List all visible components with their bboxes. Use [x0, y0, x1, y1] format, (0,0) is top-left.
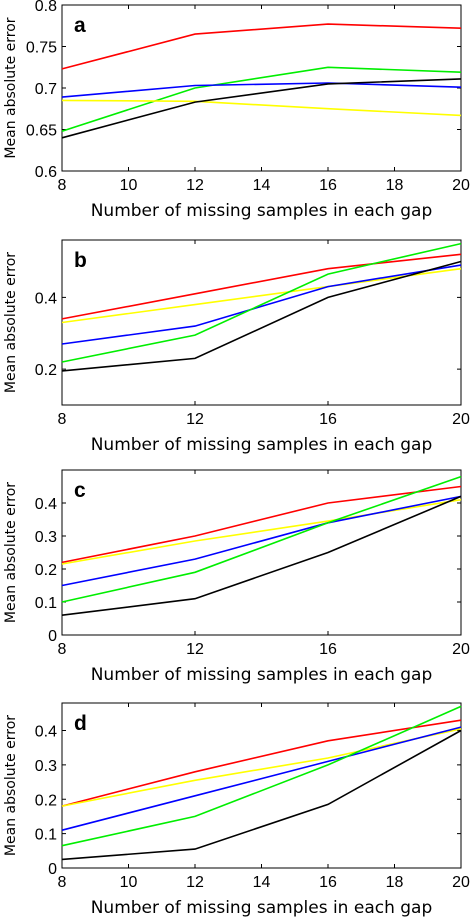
- series-line-2: [61, 66, 462, 132]
- y-tick-label: 0.2: [35, 562, 57, 579]
- chart-panel-a: 8 10 12 14 16 18 20 0.6 0.65 0.7 0.75 0.8 a Number of…: [3, 0, 470, 221]
- series-line-4: [61, 705, 462, 847]
- x-tick-label: 16: [319, 177, 337, 194]
- x-tick-label: 12: [186, 641, 204, 658]
- y-axis-title: Mean absolute error: [3, 715, 19, 856]
- y-tick-label: 0: [48, 628, 57, 645]
- y-tick-label: 0.4: [35, 496, 57, 513]
- x-tick-label: 20: [452, 411, 470, 428]
- x-tick-label: 8: [58, 641, 67, 658]
- series-line-4: [61, 475, 462, 603]
- y-tick-label: 0.4: [35, 724, 57, 741]
- x-axis-title: Number of missing samples in each gap: [91, 201, 433, 221]
- series-line-3: [61, 82, 462, 98]
- y-tick-label: 0.1: [35, 827, 57, 844]
- x-tick-label: 8: [58, 177, 67, 194]
- x-axis-title: Number of missing samples in each gap: [91, 898, 433, 918]
- y-tick-label: 0: [48, 861, 57, 878]
- series-line-3: [61, 495, 462, 587]
- y-tick-label: 0.8: [35, 0, 57, 15]
- series-line-4: [61, 99, 462, 117]
- x-tick-label: 10: [120, 177, 138, 194]
- x-tick-label: 12: [186, 411, 204, 428]
- series-line-2: [61, 267, 462, 324]
- y-tick-label: 0.7: [35, 81, 57, 98]
- y-axis-title: Mean absolute error: [3, 252, 19, 393]
- x-tick-label: 20: [452, 874, 470, 891]
- series-line-1: [61, 253, 462, 320]
- chart-panel-c: 8 12 16 20 0 0.1 0.2 0.3 0.4 c Number of missing s…: [3, 469, 470, 685]
- series-line-1: [61, 719, 462, 807]
- y-tick-label: 0.75: [26, 40, 57, 57]
- panel-letter: c: [74, 479, 86, 502]
- series-line-3: [61, 264, 462, 345]
- series-line-5: [61, 260, 462, 372]
- series-line-3: [61, 726, 462, 831]
- panel-letter: a: [74, 14, 86, 37]
- x-axis-title: Number of missing samples in each gap: [91, 435, 433, 455]
- y-axis-title: Mean absolute error: [3, 482, 19, 623]
- x-tick-label: 8: [58, 411, 67, 428]
- x-tick-label: 12: [186, 177, 204, 194]
- series-line-1: [61, 485, 462, 564]
- y-tick-label: 0.1: [35, 595, 57, 612]
- y-tick-label: 0.65: [26, 123, 57, 140]
- plot-frame: [61, 469, 462, 636]
- x-tick-label: 16: [319, 641, 337, 658]
- y-tick-label: 0.2: [35, 362, 57, 379]
- x-tick-label: 20: [452, 177, 470, 194]
- x-tick-label: 14: [253, 177, 271, 194]
- x-tick-label: 12: [186, 874, 204, 891]
- x-tick-label: 10: [120, 874, 138, 891]
- x-tick-label: 14: [253, 874, 271, 891]
- series-line-1: [61, 23, 462, 70]
- series-line-5: [61, 78, 462, 139]
- plot-frame: [61, 4, 462, 172]
- y-tick-label: 0.6: [35, 164, 57, 181]
- x-tick-label: 18: [386, 177, 404, 194]
- x-tick-label: 8: [58, 874, 67, 891]
- x-tick-label: 16: [319, 874, 337, 891]
- chart-panel-d: 8 10 12 14 16 18 20 0 0.1 0.2 0.3 0.4 d Number of mis…: [3, 702, 470, 918]
- plot-frame: [61, 239, 462, 406]
- series-line-5: [61, 495, 462, 616]
- y-axis-title: Mean absolute error: [3, 17, 19, 158]
- x-tick-label: 20: [452, 641, 470, 658]
- chart-panel-b: 8 12 16 20 0.2 0.4 b Number of missing samples …: [3, 239, 470, 455]
- y-tick-label: 0.3: [35, 758, 57, 775]
- series-line-2: [61, 728, 462, 807]
- x-tick-label: 18: [386, 874, 404, 891]
- y-tick-label: 0.3: [35, 529, 57, 546]
- y-tick-label: 0.2: [35, 792, 57, 809]
- panel-letter: b: [74, 249, 87, 272]
- panel-letter: d: [74, 712, 87, 735]
- x-tick-label: 16: [319, 411, 337, 428]
- plot-frame: [61, 702, 462, 869]
- y-tick-label: 0.4: [35, 290, 57, 307]
- series-line-5: [61, 729, 462, 861]
- series-line-4: [61, 242, 462, 363]
- x-axis-title: Number of missing samples in each gap: [91, 665, 433, 685]
